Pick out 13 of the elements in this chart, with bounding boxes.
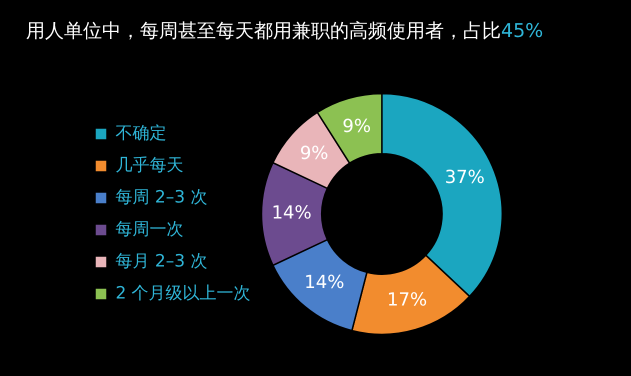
data-label: 9% [342, 116, 371, 137]
data-label: 9% [300, 142, 328, 164]
data-label: 17% [387, 289, 428, 310]
chart-title: 用人单位中，每周甚至每天都用兼职的高频使用者，占比45% [26, 19, 544, 44]
legend-label: 每周一次 [116, 219, 184, 240]
legend-label: 每周 2–3 次 [116, 187, 208, 208]
data-label: 14% [272, 202, 312, 224]
legend-label: 几乎每天 [116, 155, 184, 176]
data-label: 14% [304, 272, 344, 294]
legend-label: 不确定 [116, 123, 166, 144]
data-label: 37% [444, 166, 485, 188]
legend-label: 每月 2–3 次 [116, 251, 208, 272]
legend-label: 2 个月级以上一次 [116, 283, 251, 304]
